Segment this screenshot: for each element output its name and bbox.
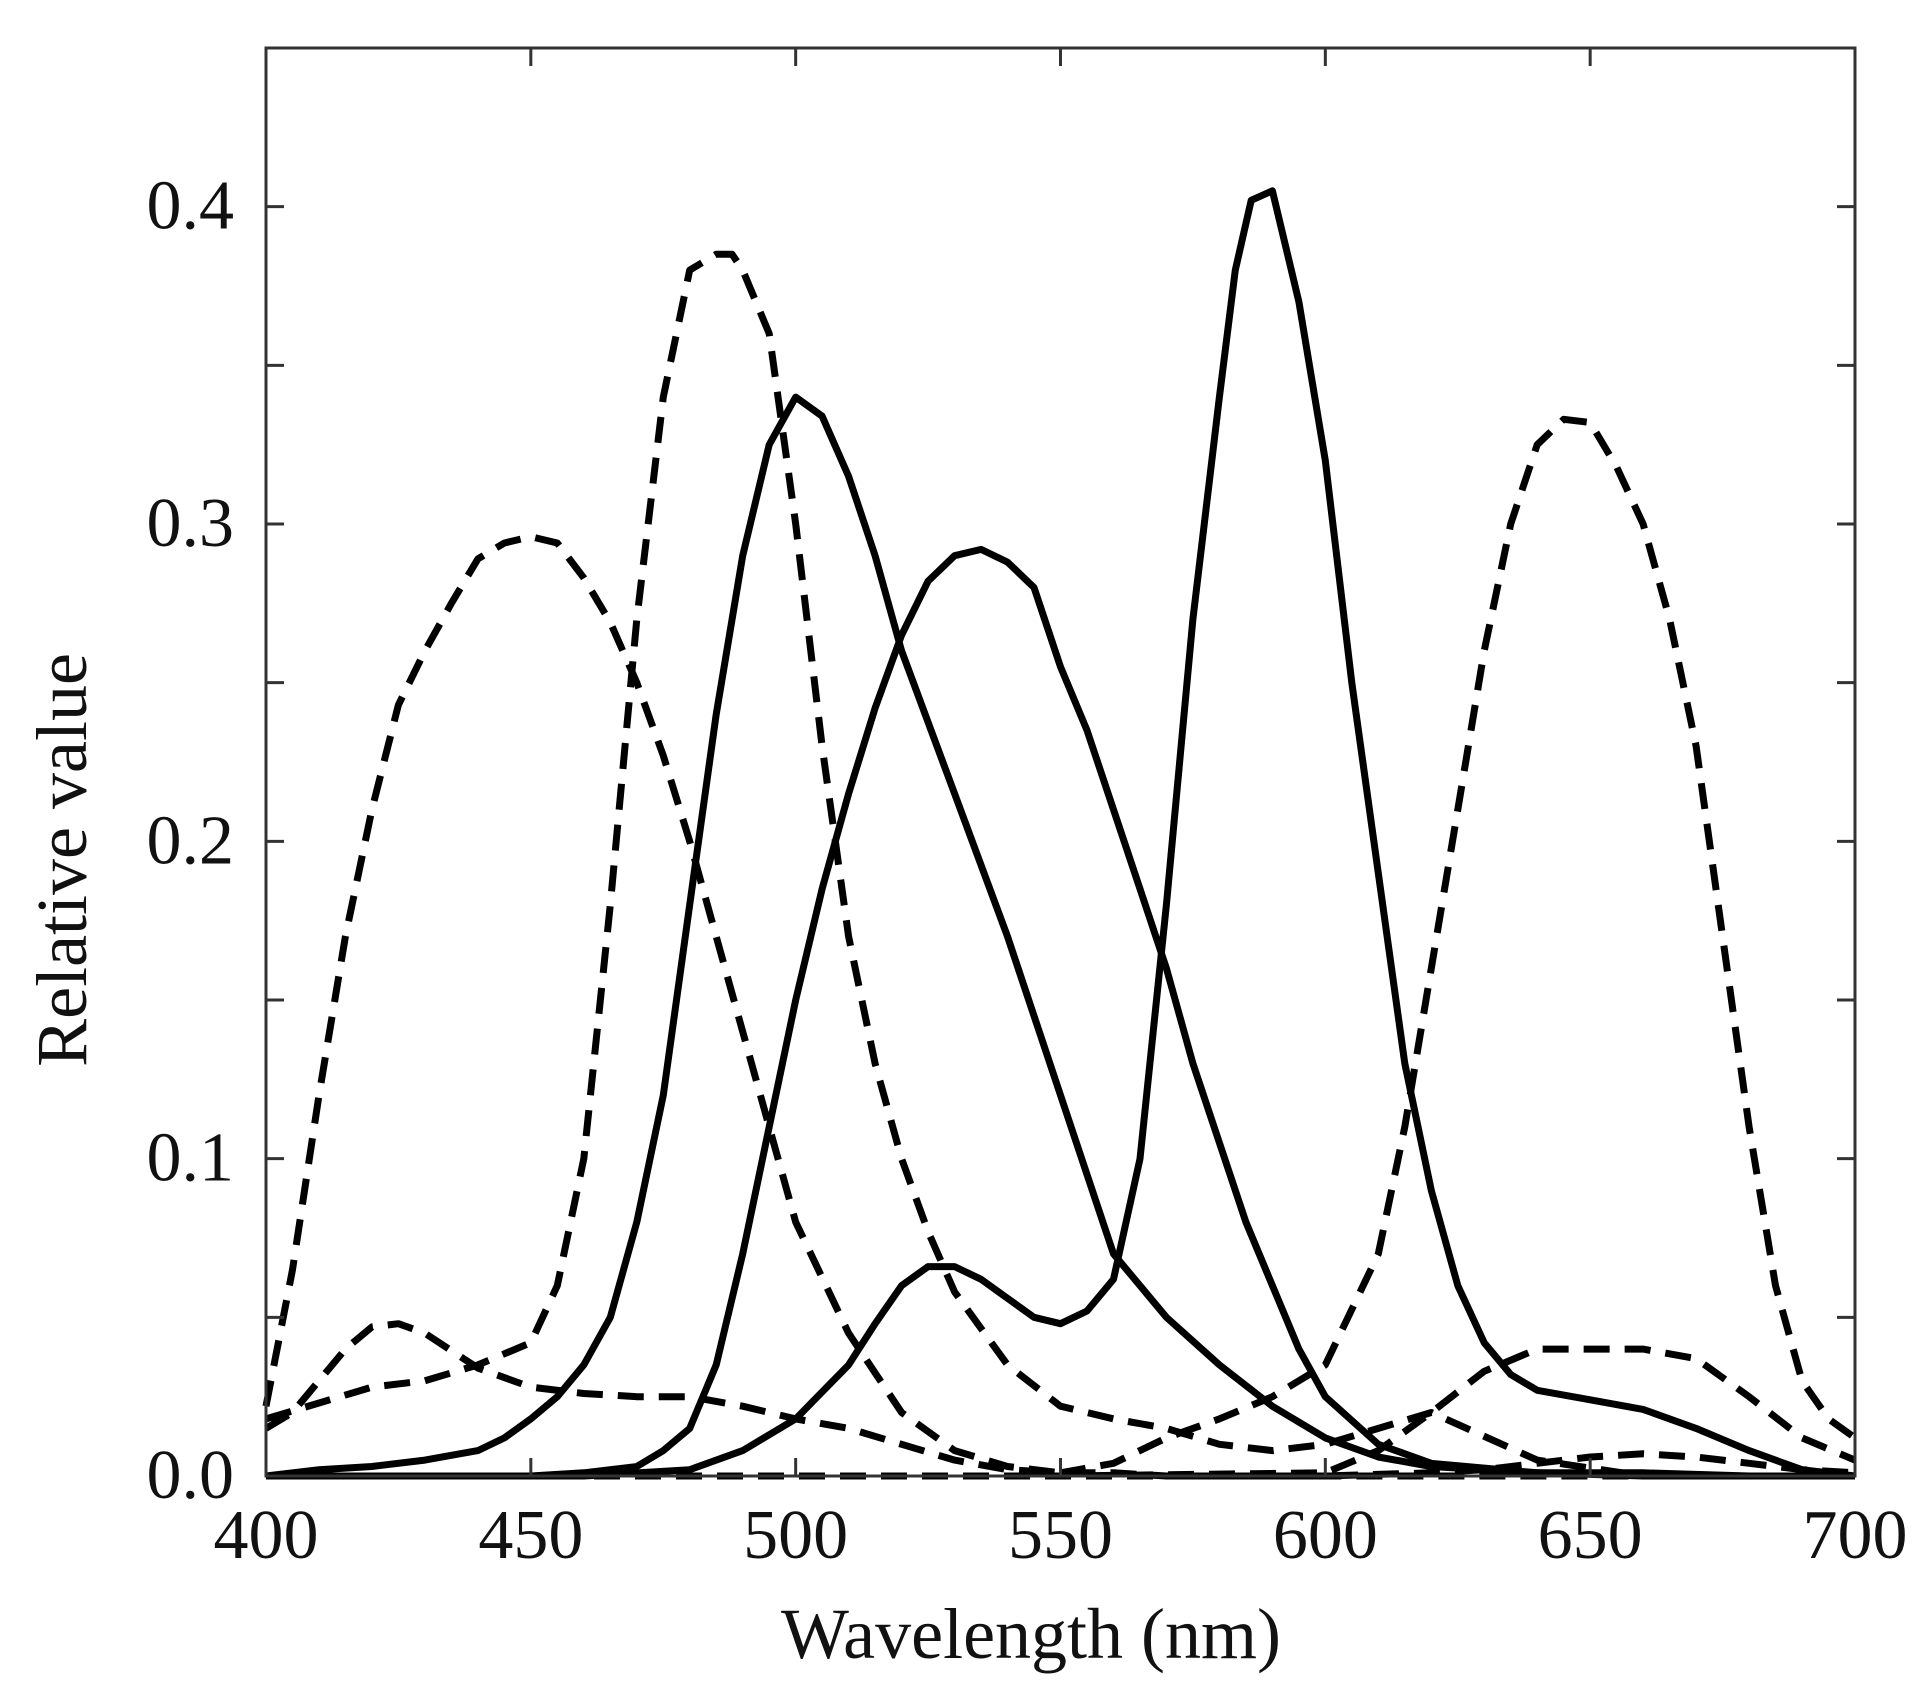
x-tick-labels: 400 450 500 550 600 650 700: [214, 1497, 1908, 1574]
series-line-6: [265, 393, 1855, 1480]
series-line-5: [266, 1345, 1857, 1480]
x-tick-label: 400: [214, 1497, 319, 1574]
curves-layer: [262, 187, 1858, 1480]
plot-area-frame: [264, 46, 1857, 1478]
series-line-4: [266, 1450, 1856, 1480]
x-tick-label: 450: [478, 1497, 583, 1574]
y-tick-label: 0.0: [147, 1437, 235, 1514]
series-line-8: [266, 187, 1856, 1480]
series-line-3: [264, 415, 1858, 1477]
y-tick-label: 0.1: [147, 1120, 235, 1197]
x-tick-label: 550: [1008, 1497, 1113, 1574]
x-axis-title: Wavelength (nm): [781, 1594, 1281, 1674]
y-axis-title: Relative value: [22, 653, 102, 1067]
series-line-2: [264, 250, 1855, 1480]
x-tick-label: 500: [743, 1497, 848, 1574]
x-tick-label: 600: [1273, 1497, 1378, 1574]
tick-marks: [264, 48, 1857, 1478]
series-line-7: [266, 545, 1855, 1480]
y-tick-label: 0.3: [147, 485, 235, 562]
x-tick-label: 650: [1538, 1497, 1643, 1574]
x-tick-label: 700: [1803, 1497, 1908, 1574]
y-tick-labels: 0.0 0.1 0.2 0.3 0.4: [147, 168, 235, 1514]
y-tick-label: 0.2: [147, 802, 235, 879]
y-tick-label: 0.4: [147, 168, 235, 245]
series-line-1: [262, 533, 1855, 1480]
